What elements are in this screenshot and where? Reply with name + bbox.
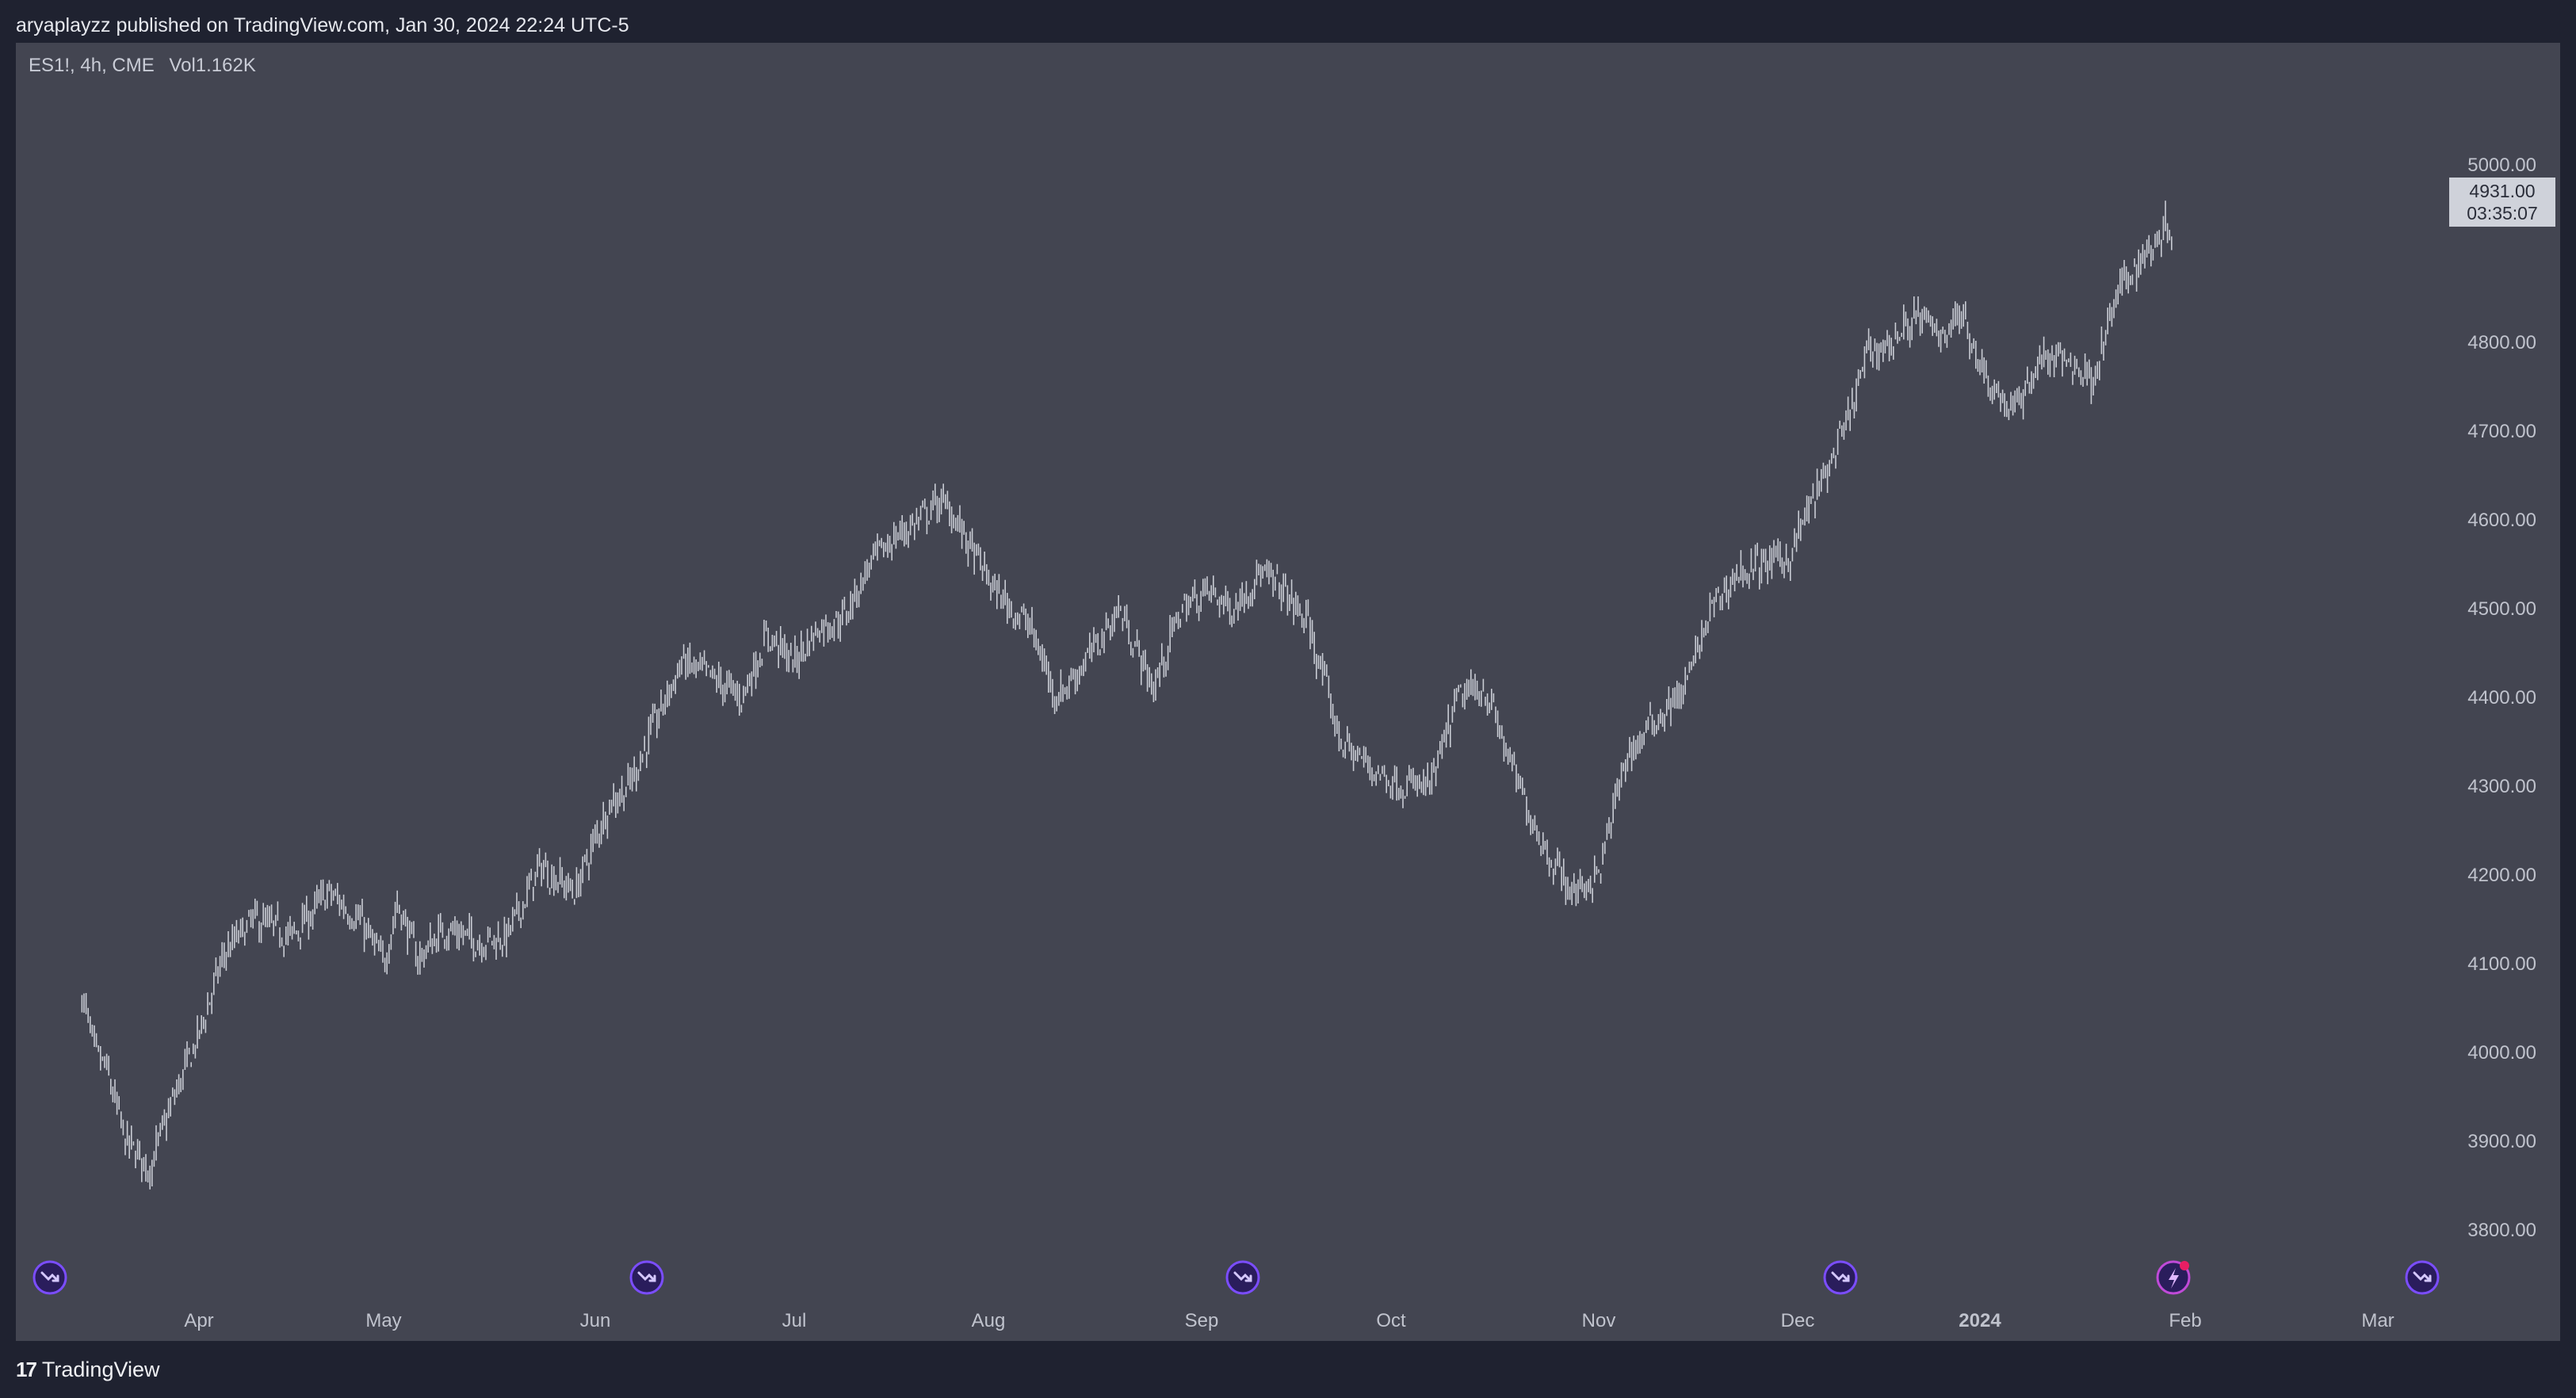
footer[interactable]: 17 TradingView (16, 1354, 160, 1385)
symbol-name[interactable]: ES1!, 4h, CME (29, 55, 155, 76)
price-tick-label: 4600.00 (2467, 510, 2536, 531)
publish-header: aryaplayzz published on TradingView.com,… (16, 14, 629, 36)
time-tick-label: May (365, 1310, 401, 1331)
earnings-alert-icon[interactable] (2156, 1260, 2191, 1295)
time-tick-label: Feb (2169, 1310, 2201, 1331)
time-tick-label: 2024 (1959, 1310, 2001, 1331)
bar-countdown: 03:35:07 (2467, 203, 2538, 223)
events-row (32, 1260, 2440, 1295)
price-tick-label: 4700.00 (2467, 421, 2536, 442)
time-tick-label: Apr (184, 1310, 213, 1331)
last-price-value: 4931.00 (2469, 181, 2536, 201)
price-axis[interactable]: 5000.00 4800.00 4700.00 4600.00 4500.00 4400.… (2467, 155, 2536, 1241)
time-tick-label: Oct (1376, 1310, 1406, 1331)
time-tick-label: Sep (1185, 1310, 1219, 1331)
price-tick-label: 4500.00 (2467, 598, 2536, 620)
price-tick-label: 4800.00 (2467, 332, 2536, 353)
dividend-event-icon[interactable] (629, 1260, 664, 1295)
price-tick-label: 4100.00 (2467, 953, 2536, 975)
tradingview-logo-icon[interactable]: 17 (16, 1357, 37, 1381)
chart-panel[interactable]: 5000.00 4800.00 4700.00 4600.00 4500.00 4400.… (16, 43, 2560, 1341)
price-tick-label: 5000.00 (2467, 155, 2536, 176)
dividend-event-icon[interactable] (1225, 1260, 1260, 1295)
dividend-event-icon[interactable] (2405, 1260, 2440, 1295)
time-tick-label: Jul (782, 1310, 807, 1331)
price-tick-label: 4000.00 (2467, 1042, 2536, 1064)
symbol-legend[interactable]: ES1!, 4h, CME Vol1.162K (29, 54, 266, 78)
dividend-event-icon[interactable] (1823, 1260, 1858, 1295)
volume-value: Vol1.162K (169, 55, 256, 76)
dividend-event-icon[interactable] (32, 1260, 67, 1295)
price-tick-label: 3800.00 (2467, 1220, 2536, 1241)
footer-logo-text[interactable]: TradingView (41, 1357, 160, 1381)
time-tick-label: Aug (972, 1310, 1006, 1331)
time-tick-label: Dec (1781, 1310, 1815, 1331)
time-tick-label: Mar (2361, 1310, 2394, 1331)
price-tick-label: 3900.00 (2467, 1131, 2536, 1152)
price-chart[interactable]: 5000.00 4800.00 4700.00 4600.00 4500.00 4400.… (16, 43, 2560, 1341)
last-price-badge: 4931.00 03:35:07 (2449, 178, 2555, 227)
price-tick-label: 4400.00 (2467, 687, 2536, 709)
price-tick-label: 4300.00 (2467, 776, 2536, 797)
time-axis[interactable]: Apr May Jun Jul Aug Sep Oct Nov Dec 2024 Feb Mar (184, 1310, 2394, 1331)
candles-layer (81, 201, 2173, 1190)
time-tick-label: Jun (580, 1310, 611, 1331)
time-tick-label: Nov (1582, 1310, 1616, 1331)
price-tick-label: 4200.00 (2467, 865, 2536, 886)
